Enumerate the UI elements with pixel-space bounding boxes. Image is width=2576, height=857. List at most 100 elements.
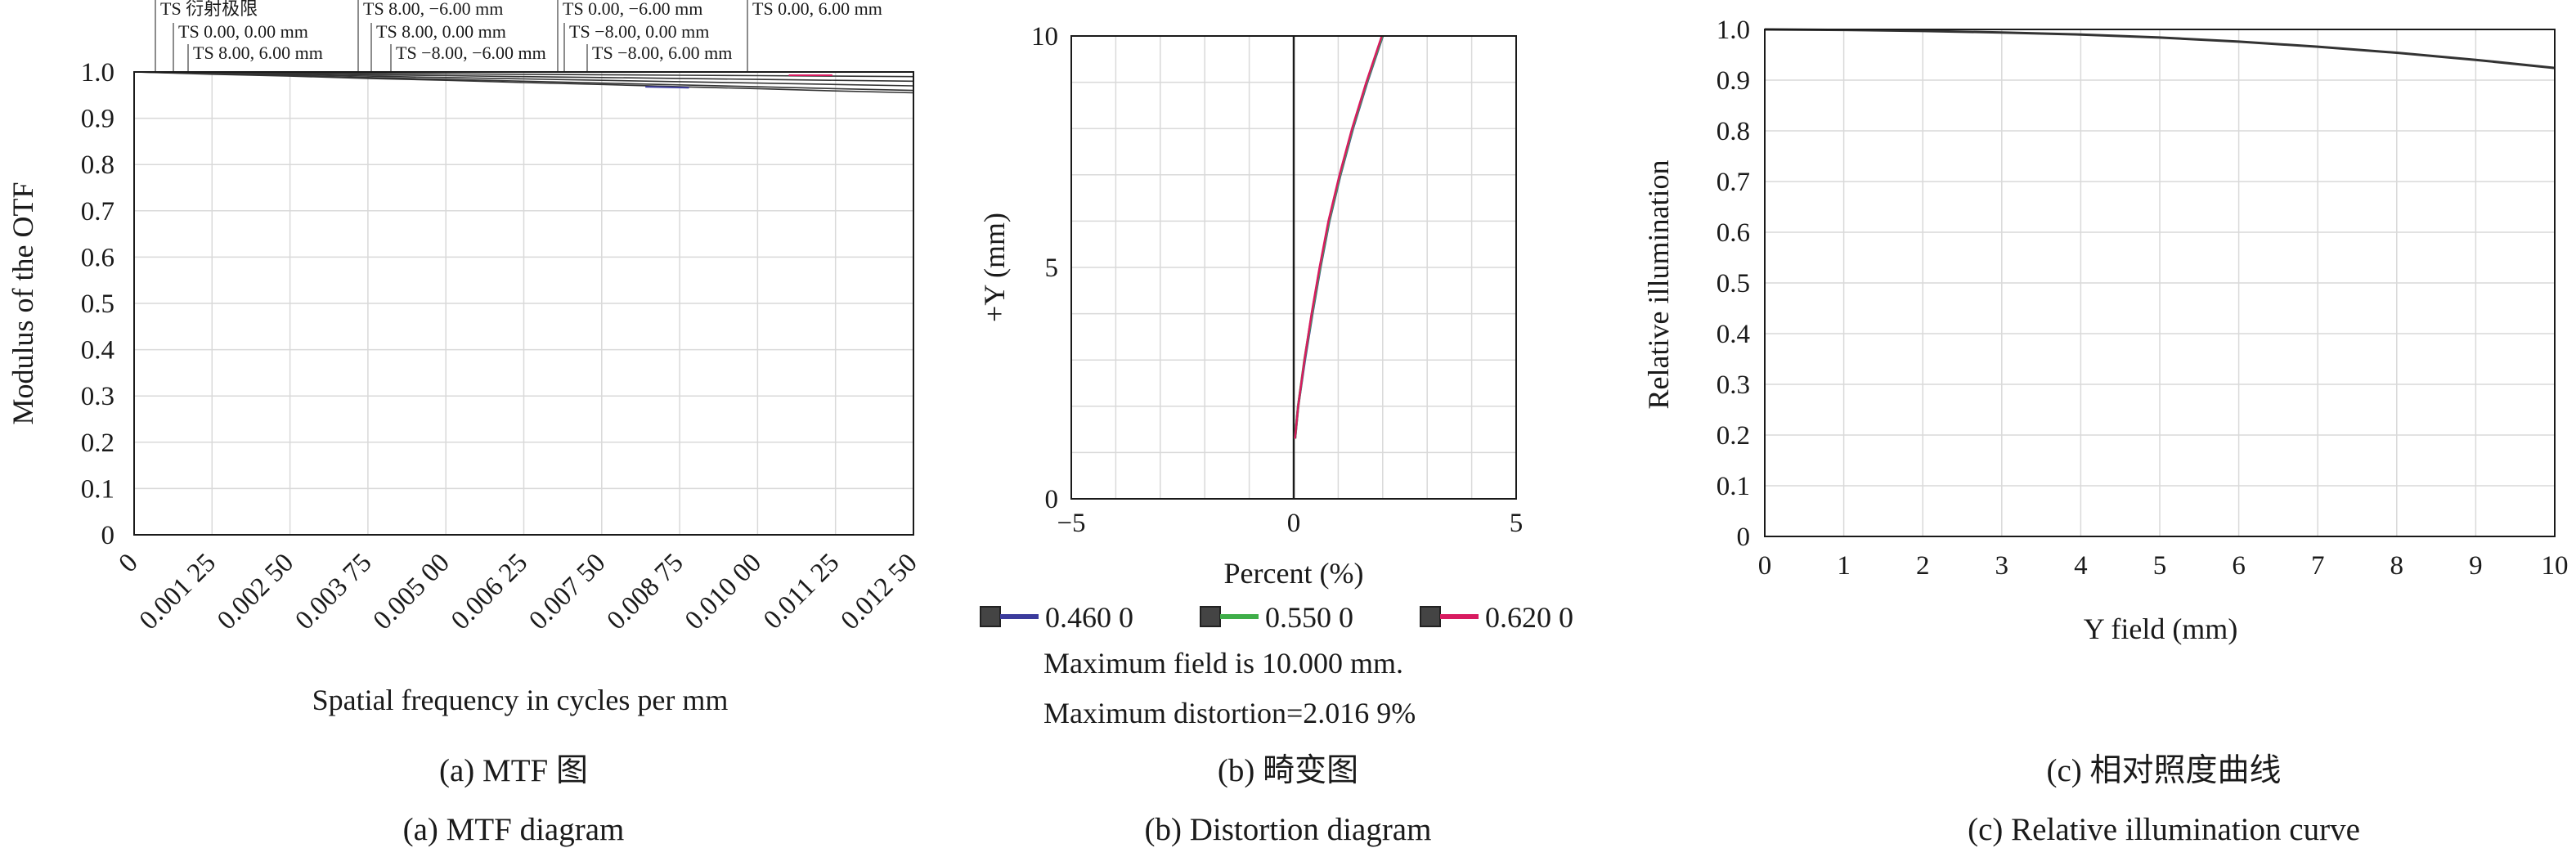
mtf-series-line-3 <box>133 71 914 87</box>
illumination-x-tick-8: 8 <box>2390 551 2404 581</box>
distortion-legend: 0.460 0 0.550 0 0.620 0 <box>980 601 1573 634</box>
distortion-y-tick-0: 0 <box>1045 485 1059 514</box>
illumination-x-tick-4: 4 <box>2074 551 2088 581</box>
distortion-x-tick-1: 0 <box>1287 509 1301 538</box>
illumination-x-tick-3: 3 <box>1995 551 2009 581</box>
mtf-annotation-0: TS 衍射极限 <box>160 0 258 19</box>
illumination-y-tick-8: 0.8 <box>1717 117 1750 146</box>
illumination-y-tick-0: 0 <box>1737 523 1751 552</box>
illumination-y-tick-3: 0.3 <box>1717 370 1750 400</box>
legend-swatch-green <box>1200 606 1221 627</box>
illumination-x-tick-1: 1 <box>1837 551 1851 581</box>
illumination-x-axis-label: Y field (mm) <box>2084 612 2238 645</box>
mtf-plot-frame <box>133 71 914 536</box>
distortion-plot-frame <box>1070 35 1517 500</box>
mtf-annotation-9: TS 0.00, 6.00 mm <box>752 0 882 19</box>
illumination-y-ticks: 0 0.1 0.2 0.3 0.4 0.5 0.6 0.7 0.8 0.9 1.0 <box>1717 16 1750 552</box>
mtf-x-tick-8: 0.010 00 <box>680 548 767 635</box>
distortion-y-axis-label: +Y (mm) <box>978 213 1011 322</box>
mtf-x-tick-10: 0.012 50 <box>836 548 923 635</box>
legend-label-red: 0.620 0 <box>1485 601 1573 634</box>
distortion-y-tick-2: 10 <box>1031 22 1058 52</box>
legend-swatch-blue <box>980 606 1001 627</box>
illumination-y-tick-6: 0.6 <box>1717 218 1750 248</box>
mtf-y-tick-9: 0.9 <box>81 105 114 134</box>
mtf-series-line-2 <box>133 71 914 83</box>
distortion-x-ticks: −5 0 5 <box>1057 509 1523 538</box>
mtf-annotation-5: TS −8.00, −6.00 mm <box>396 43 546 63</box>
distortion-y-ticks: 0 5 10 <box>1031 22 1058 514</box>
distortion-grid <box>1070 35 1517 500</box>
legend-swatch-red <box>1420 606 1441 627</box>
mtf-annotation-6: TS 0.00, −6.00 mm <box>563 0 702 19</box>
illumination-x-tick-5: 5 <box>2153 551 2167 581</box>
distortion-note-max: Maximum distortion=2.016 9% <box>1043 697 1416 729</box>
mtf-x-tick-7: 0.008 75 <box>602 548 689 635</box>
mtf-annotation-3: TS 8.00, −6.00 mm <box>363 0 503 19</box>
illumination-y-tick-7: 0.7 <box>1717 168 1750 197</box>
mtf-y-tick-3: 0.3 <box>81 382 114 411</box>
mtf-x-tick-3: 0.003 75 <box>289 548 377 635</box>
distortion-series-line-0 <box>1294 35 1384 439</box>
illumination-y-tick-5: 0.5 <box>1717 269 1750 298</box>
mtf-x-tick-9: 0.011 25 <box>758 548 845 635</box>
illumination-y-tick-2: 0.2 <box>1717 421 1750 451</box>
legend-item-2: 0.620 0 <box>1420 601 1573 634</box>
legend-label-green: 0.550 0 <box>1265 601 1353 634</box>
illumination-y-tick-10: 1.0 <box>1717 16 1750 45</box>
mtf-y-ticks: 0 0.1 0.2 0.3 0.4 0.5 0.6 0.7 0.8 0.9 1.0 <box>81 58 114 550</box>
distortion-x-tick-0: −5 <box>1057 509 1085 538</box>
illumination-x-tick-10: 10 <box>2542 551 2569 581</box>
relative-illumination-chart: 0 0.1 0.2 0.3 0.4 0.5 0.6 0.7 0.8 0.9 1.0 0 1 2 3 4 5 6 7… <box>1642 16 2569 847</box>
mtf-annotation-8: TS −8.00, 6.00 mm <box>592 43 732 63</box>
mtf-annotation-2: TS 8.00, 6.00 mm <box>193 43 323 63</box>
illumination-y-tick-9: 0.9 <box>1717 66 1750 96</box>
mtf-x-tick-0: 0 <box>114 548 144 578</box>
mtf-y-tick-7: 0.7 <box>81 197 114 227</box>
distortion-x-axis-label: Percent (%) <box>1224 557 1364 590</box>
mtf-annotation-7: TS −8.00, 0.00 mm <box>569 21 709 42</box>
illumination-x-tick-6: 6 <box>2232 551 2246 581</box>
mtf-series-line-5 <box>133 71 914 94</box>
mtf-annotation-1: TS 0.00, 0.00 mm <box>178 21 308 42</box>
mtf-x-tick-1: 0.001 25 <box>134 548 222 635</box>
mtf-y-tick-8: 0.8 <box>81 150 114 180</box>
mtf-y-tick-5: 0.5 <box>81 289 114 319</box>
mtf-grid <box>133 71 914 536</box>
distortion-series-line-2 <box>1294 35 1383 439</box>
mtf-y-tick-10: 1.0 <box>81 58 114 87</box>
caption-a-zh: (a) MTF 图 <box>439 753 588 788</box>
caption-b-en: (b) Distortion diagram <box>1145 812 1432 847</box>
legend-label-blue: 0.460 0 <box>1045 601 1133 634</box>
illumination-x-tick-7: 7 <box>2311 551 2325 581</box>
mtf-y-axis-label: Modulus of the OTF <box>7 182 39 425</box>
mtf-y-tick-1: 0.1 <box>81 474 114 504</box>
mtf-y-tick-4: 0.4 <box>81 336 114 366</box>
mtf-x-tick-5: 0.006 25 <box>446 548 533 635</box>
illumination-grid <box>1764 29 2556 537</box>
mtf-x-axis-label: Spatial frequency in cycles per mm <box>312 684 729 716</box>
mtf-x-tick-2: 0.002 50 <box>212 548 299 635</box>
illumination-y-tick-4: 0.4 <box>1717 320 1750 349</box>
distortion-note-field: Maximum field is 10.000 mm. <box>1043 647 1403 680</box>
distortion-y-tick-1: 5 <box>1045 254 1059 283</box>
illumination-series-line-0 <box>1764 28 2556 70</box>
mtf-y-tick-6: 0.6 <box>81 243 114 272</box>
distortion-series <box>1294 35 1384 439</box>
illumination-y-axis-label: Relative illumination <box>1642 160 1675 410</box>
illumination-plot-frame <box>1764 29 2556 537</box>
legend-item-1: 0.550 0 <box>1200 601 1353 634</box>
caption-b-zh: (b) 畸变图 <box>1218 753 1358 788</box>
caption-c-zh: (c) 相对照度曲线 <box>2046 753 2281 788</box>
illumination-x-tick-2: 2 <box>1916 551 1930 581</box>
mtf-annotation-4: TS 8.00, 0.00 mm <box>376 21 506 42</box>
illumination-x-tick-0: 0 <box>1758 551 1772 581</box>
caption-c-en: (c) Relative illumination curve <box>1968 812 2360 847</box>
legend-item-0: 0.460 0 <box>980 601 1133 634</box>
mtf-x-ticks: 00.001 250.002 500.003 750.005 000.006 2… <box>114 548 923 635</box>
illumination-series <box>1764 28 2556 70</box>
distortion-x-tick-2: 5 <box>1510 509 1524 538</box>
